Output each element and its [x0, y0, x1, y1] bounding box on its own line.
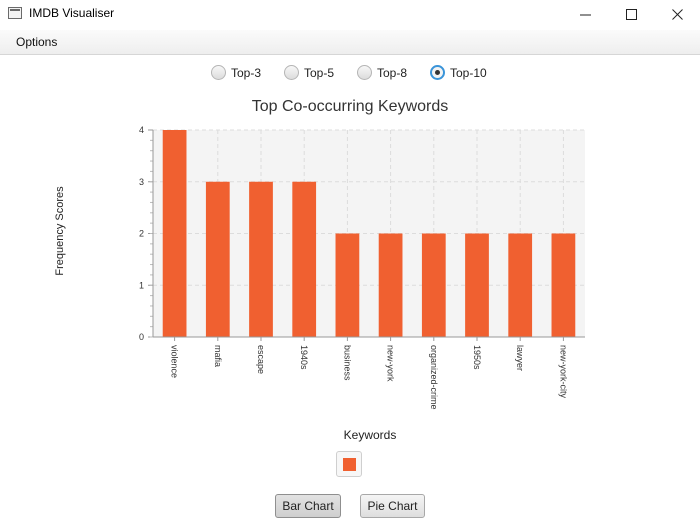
radio-label: Top-8	[377, 66, 408, 80]
x-tick-label: mafia	[213, 345, 223, 367]
maximize-icon	[626, 9, 637, 20]
window-title: IMDB Visualiser	[29, 6, 115, 20]
title-bar: IMDB Visualiser	[0, 0, 700, 28]
close-button[interactable]	[654, 0, 700, 28]
radio-label: Top-5	[304, 66, 335, 80]
bar-chart: 0 1 2 3 4 violence mafia escape 1940s business new…	[139, 125, 585, 410]
x-tick-label: lawyer	[515, 345, 525, 371]
x-tick-label: new-york-city	[558, 345, 568, 399]
bar-new-york-city	[551, 233, 576, 337]
bar-mafia	[205, 181, 230, 337]
app-window-icon	[8, 7, 22, 19]
x-tick-label: escape	[256, 345, 266, 374]
pie-chart-button[interactable]: Pie Chart	[360, 494, 425, 518]
radio-button-icon	[211, 65, 226, 80]
radio-label: Top-10	[450, 66, 487, 80]
x-tick-label: 1940s	[299, 345, 309, 370]
bar-chart-button[interactable]: Bar Chart	[275, 494, 341, 518]
bar-1940s	[292, 181, 317, 337]
bar-lawyer	[508, 233, 533, 337]
legend-swatch	[343, 458, 356, 471]
top-n-radio-group: Top-3 Top-5 Top-8 Top-10	[0, 63, 700, 83]
bar-1950s	[465, 233, 489, 337]
bar-business	[335, 233, 360, 337]
close-icon	[672, 9, 683, 20]
x-tick-label: new-york	[386, 345, 396, 382]
y-tick-label: 4	[139, 125, 144, 135]
x-tick-label: 1950s	[472, 345, 482, 370]
y-tick-label: 2	[139, 229, 144, 239]
menu-options[interactable]: Options	[16, 35, 58, 49]
minimize-button[interactable]	[562, 0, 608, 28]
x-tick-label: business	[342, 345, 352, 381]
x-axis-label: Keywords	[343, 428, 397, 442]
y-tick-label: 3	[139, 177, 144, 187]
bar-new-york	[378, 233, 403, 337]
menu-bar: Options	[0, 30, 700, 55]
minimize-icon	[580, 14, 591, 16]
radio-button-icon	[284, 65, 299, 80]
legend	[336, 451, 362, 477]
y-tick-label: 1	[139, 280, 144, 290]
radio-button-icon	[357, 65, 372, 80]
chart-title: Top Co-occurring Keywords	[251, 98, 449, 115]
y-tick-label: 0	[139, 332, 144, 342]
maximize-button[interactable]	[608, 0, 654, 28]
radio-button-selected-icon	[430, 65, 445, 80]
x-tick-label: organized-crime	[429, 345, 439, 410]
bar-organized-crime	[421, 233, 446, 337]
x-tick-label: violence	[170, 345, 180, 378]
radio-label: Top-3	[231, 66, 262, 80]
bar-escape	[249, 181, 273, 337]
bar-violence	[162, 130, 187, 337]
